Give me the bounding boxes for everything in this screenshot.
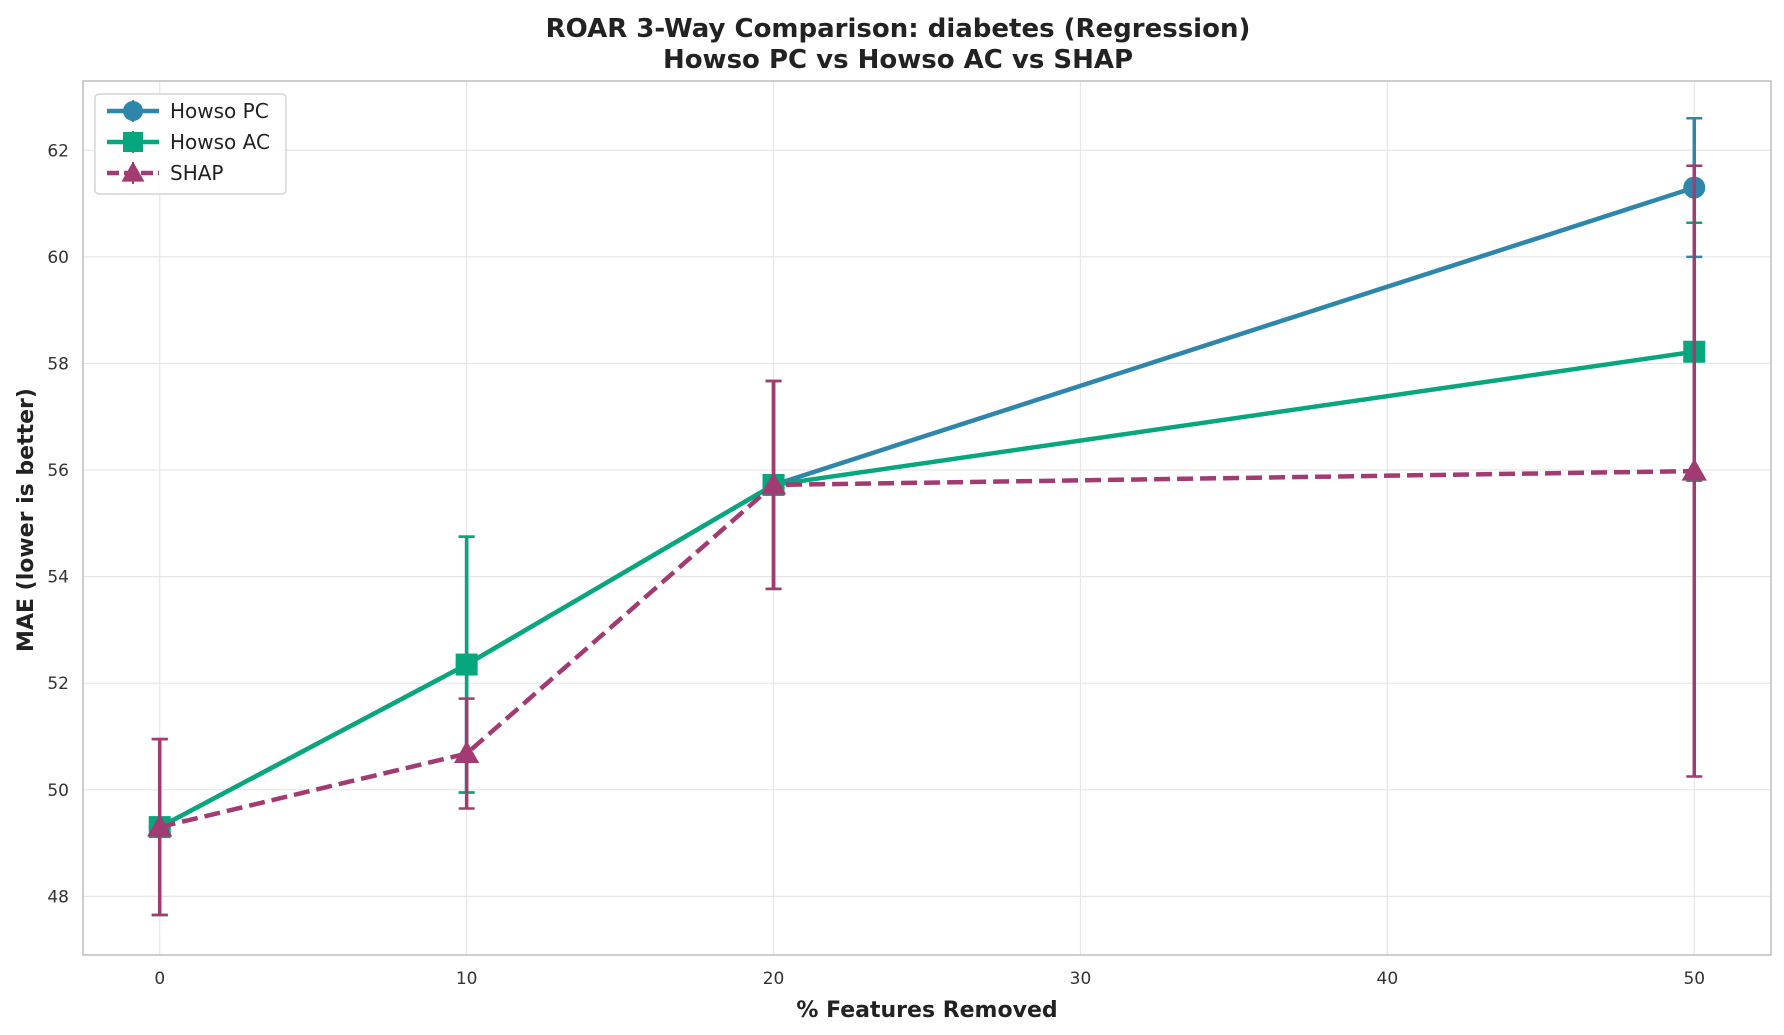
axes	[82, 80, 1772, 956]
legend-item-howso-pc: Howso PC	[107, 99, 269, 123]
tick-labels: 0 10 20 30 40 50 48 50 52 54 56 58 60 62	[47, 141, 1705, 989]
y-tick-label: 56	[47, 461, 69, 481]
data-point-howso-ac	[455, 653, 478, 676]
y-tick-label: 54	[47, 568, 69, 588]
x-tick-label: 40	[1377, 969, 1399, 989]
x-tick-label: 0	[154, 969, 165, 989]
y-tick-label: 50	[47, 781, 69, 801]
y-tick-label: 60	[47, 248, 69, 268]
legend-label: SHAP	[170, 161, 223, 185]
series-line	[158, 349, 1695, 830]
legend-label: Howso AC	[170, 130, 270, 154]
series-line	[159, 468, 1695, 830]
grid	[83, 81, 1771, 955]
y-tick-label: 48	[47, 887, 69, 907]
data-point-shap	[760, 472, 787, 495]
legend-marker	[121, 161, 145, 182]
chart-title-line1: ROAR 3-Way Comparison: diabetes (Regress…	[546, 14, 1251, 44]
legend-item-howso-ac: Howso AC	[107, 130, 270, 154]
legend-marker	[123, 101, 143, 121]
x-axis-label: % Features Removed	[796, 998, 1057, 1023]
x-tick-label: 20	[763, 969, 785, 989]
x-tick-label: 10	[456, 969, 478, 989]
legend-marker	[123, 132, 143, 152]
x-tick-label: 30	[1070, 969, 1092, 989]
y-tick-label: 62	[47, 141, 69, 161]
legend-item-shap: SHAP	[107, 161, 223, 185]
plot-background	[83, 81, 1771, 955]
series-shap	[147, 164, 1707, 917]
data-point-shap	[453, 740, 480, 764]
series-area	[147, 117, 1707, 917]
plot-frame	[82, 80, 1772, 956]
legend: Howso PC Howso AC SHAP	[94, 93, 287, 195]
chart-title-line2: Howso PC vs Howso AC vs SHAP	[663, 45, 1133, 75]
data-point-shap	[1681, 458, 1707, 481]
y-tick-label: 52	[47, 674, 69, 694]
legend-label: Howso PC	[170, 99, 269, 123]
y-tick-label: 58	[47, 354, 69, 374]
x-tick-label: 50	[1683, 969, 1705, 989]
data-point-shap	[147, 814, 173, 837]
y-axis-label: MAE (lower is better)	[14, 388, 39, 652]
legend-box	[94, 93, 287, 195]
